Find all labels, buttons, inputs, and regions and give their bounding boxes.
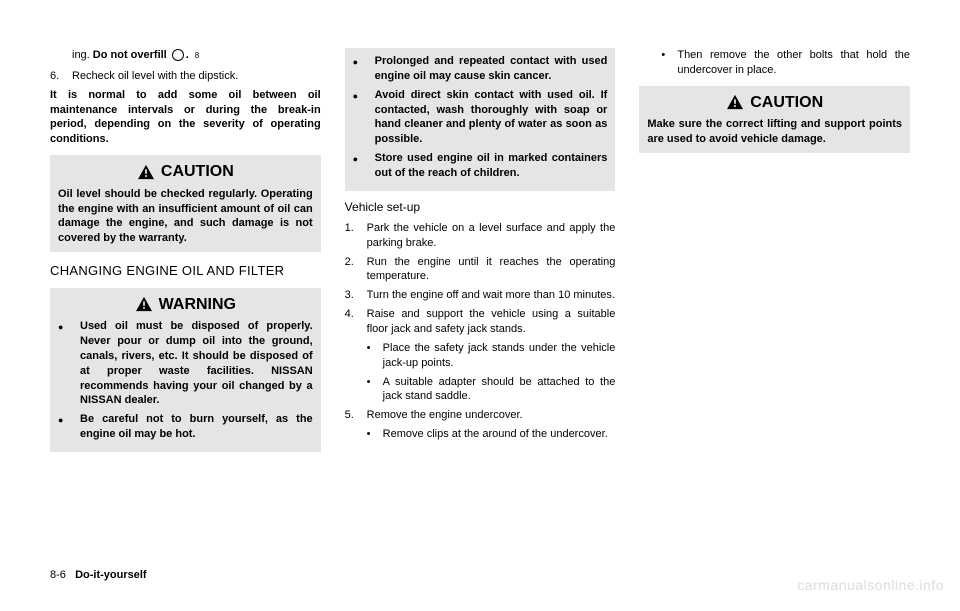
bullet-icon: ● [353, 88, 375, 147]
section-label: Do-it-yourself [75, 569, 147, 581]
caution-header: CAUTION [58, 161, 313, 183]
caution-text: Oil level should be checked regularly. O… [58, 187, 313, 246]
bullet-text: Avoid direct skin contact with used oil.… [375, 88, 608, 147]
sub-bullet-text: A suitable adapter should be attached to… [383, 375, 616, 405]
page-number: 8-6 [50, 569, 66, 581]
sub-bullet: • A suitable adapter should be attached … [345, 375, 616, 405]
warning-triangle-icon [137, 164, 155, 180]
section-heading: CHANGING ENGINE OIL AND FILTER [50, 262, 321, 280]
gray-bullet: ● Store used engine oil in marked contai… [353, 151, 608, 181]
step-4: 4. Raise and support the vehicle using a… [345, 307, 616, 337]
step-text: Run the engine until it reaches the oper… [367, 255, 616, 285]
sub-bullet-icon: • [367, 427, 383, 442]
warning-header: WARNING [58, 294, 313, 316]
sub-bullet: • Remove clips at the around of the unde… [345, 427, 616, 442]
step-text: Raise and support the vehicle using a su… [367, 307, 616, 337]
column-3: • Then remove the other bolts that hold … [639, 48, 910, 538]
text: ing. [72, 49, 93, 61]
warning-bullet: ● Used oil must be disposed of properly.… [58, 319, 313, 408]
bullet-text: Prolonged and repeated contact with used… [375, 54, 608, 84]
sub-bullet-icon: • [367, 375, 383, 405]
continuation-line: ing. Do not overfill 8. [50, 48, 321, 63]
step-1: 1. Park the vehicle on a level surface a… [345, 221, 616, 251]
caution-title: CAUTION [161, 161, 234, 183]
gray-bullet: ● Prolonged and repeated contact with us… [353, 54, 608, 84]
caution-title: CAUTION [750, 92, 823, 114]
sub-bullet: • Then remove the other bolts that hold … [639, 48, 910, 78]
bullet-text: Store used engine oil in marked containe… [375, 151, 608, 181]
sub-bullet-icon: • [661, 48, 677, 78]
watermark: carmanualsonline.info [797, 576, 944, 595]
number-circle-icon: 8 [172, 49, 184, 61]
sub-bullet-text: Then remove the other bolts that hold th… [677, 48, 910, 78]
sub-bullet-text: Remove clips at the around of the underc… [383, 427, 616, 442]
sub-bullet-icon: • [367, 341, 383, 371]
text-bold: Do not overfill [93, 49, 170, 61]
step-text: Remove the engine undercover. [367, 408, 616, 423]
bullet-icon: ● [58, 319, 80, 408]
bullet-icon: ● [353, 151, 375, 181]
page-footer: 8-6 Do-it-yourself [50, 568, 147, 583]
warning-box: WARNING ● Used oil must be disposed of p… [50, 288, 321, 452]
gray-bullets-box: ● Prolonged and repeated contact with us… [345, 48, 616, 191]
sub-bullet: • Place the safety jack stands under the… [345, 341, 616, 371]
subheading: Vehicle set-up [345, 199, 616, 215]
step-text: Park the vehicle on a level surface and … [367, 221, 616, 251]
caution-box: CAUTION Oil level should be checked regu… [50, 155, 321, 252]
column-1: ing. Do not overfill 8. 6. Recheck oil l… [50, 48, 321, 538]
gray-bullet: ● Avoid direct skin contact with used oi… [353, 88, 608, 147]
caution-box: CAUTION Make sure the correct lifting an… [639, 86, 910, 153]
step-6: 6. Recheck oil level with the dipstick. [50, 69, 321, 84]
step-text: Turn the engine off and wait more than 1… [367, 288, 616, 303]
step-number: 3. [345, 288, 367, 303]
warning-title: WARNING [159, 294, 236, 316]
bullet-text: Used oil must be disposed of properly. N… [80, 319, 313, 408]
step-5: 5. Remove the engine undercover. [345, 408, 616, 423]
bullet-icon: ● [58, 412, 80, 442]
text-bold: . [186, 49, 189, 61]
bold-paragraph: It is normal to add some oil between oil… [50, 88, 321, 147]
step-text: Recheck oil level with the dipstick. [72, 69, 321, 84]
page-columns: ing. Do not overfill 8. 6. Recheck oil l… [50, 48, 910, 538]
step-number: 4. [345, 307, 367, 337]
warning-triangle-icon [726, 94, 744, 110]
step-number: 2. [345, 255, 367, 285]
bullet-icon: ● [353, 54, 375, 84]
sub-bullet-text: Place the safety jack stands under the v… [383, 341, 616, 371]
warning-bullet: ● Be careful not to burn yourself, as th… [58, 412, 313, 442]
warning-triangle-icon [135, 296, 153, 312]
column-2: ● Prolonged and repeated contact with us… [345, 48, 616, 538]
caution-header: CAUTION [647, 92, 902, 114]
step-number: 6. [50, 69, 72, 84]
caution-text: Make sure the correct lifting and suppor… [647, 117, 902, 147]
step-number: 5. [345, 408, 367, 423]
step-number: 1. [345, 221, 367, 251]
bullet-text: Be careful not to burn yourself, as the … [80, 412, 313, 442]
step-2: 2. Run the engine until it reaches the o… [345, 255, 616, 285]
step-3: 3. Turn the engine off and wait more tha… [345, 288, 616, 303]
